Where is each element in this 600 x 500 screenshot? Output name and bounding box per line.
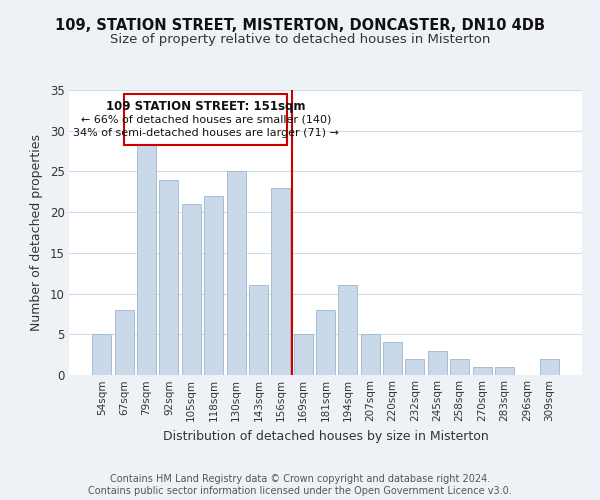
Text: Contains HM Land Registry data © Crown copyright and database right 2024.: Contains HM Land Registry data © Crown c… [110,474,490,484]
Text: ← 66% of detached houses are smaller (140): ← 66% of detached houses are smaller (14… [80,114,331,124]
Bar [204,196,223,375]
Bar [361,334,380,375]
X-axis label: Distribution of detached houses by size in Misterton: Distribution of detached houses by size … [163,430,488,442]
Bar [338,286,358,375]
Bar [383,342,402,375]
Bar [92,334,112,375]
Bar [473,367,491,375]
Bar [428,350,447,375]
Text: 34% of semi-detached houses are larger (71) →: 34% of semi-detached houses are larger (… [73,128,339,138]
Bar [271,188,290,375]
Bar [539,358,559,375]
Text: Contains public sector information licensed under the Open Government Licence v3: Contains public sector information licen… [88,486,512,496]
Bar [137,139,156,375]
Bar [160,180,178,375]
Y-axis label: Number of detached properties: Number of detached properties [30,134,43,331]
Bar [316,310,335,375]
Bar [293,334,313,375]
Bar [249,286,268,375]
Bar [227,172,245,375]
Bar [495,367,514,375]
Text: Size of property relative to detached houses in Misterton: Size of property relative to detached ho… [110,32,490,46]
Bar [115,310,134,375]
Bar [182,204,201,375]
Text: 109 STATION STREET: 151sqm: 109 STATION STREET: 151sqm [106,100,305,113]
FancyBboxPatch shape [124,94,287,146]
Bar [406,358,424,375]
Text: 109, STATION STREET, MISTERTON, DONCASTER, DN10 4DB: 109, STATION STREET, MISTERTON, DONCASTE… [55,18,545,32]
Bar [450,358,469,375]
